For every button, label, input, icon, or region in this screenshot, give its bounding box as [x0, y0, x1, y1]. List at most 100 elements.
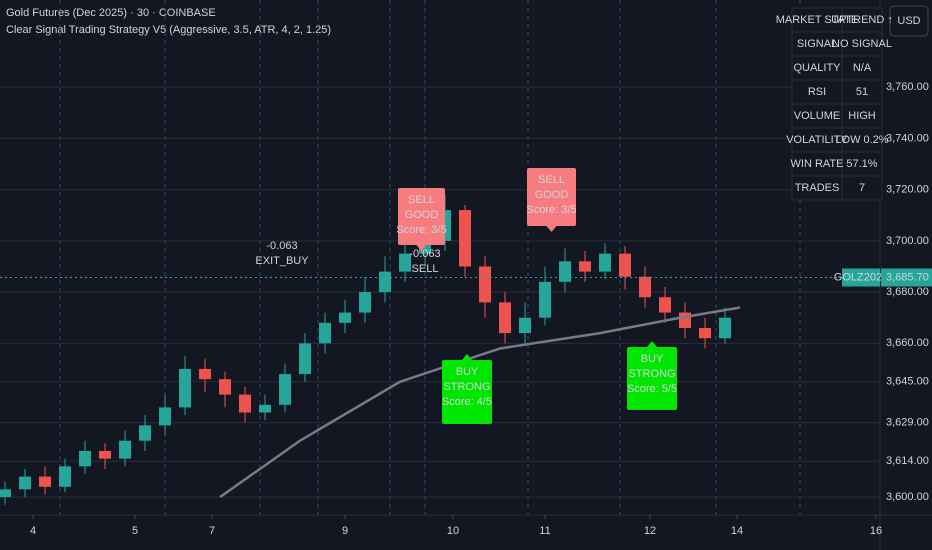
- candle-body: [699, 327, 711, 339]
- candle-body: [719, 317, 731, 339]
- signal-box: [527, 168, 576, 226]
- x-tick-label: 11: [539, 525, 550, 537]
- candle-body: [219, 379, 231, 395]
- y-tick-label: 3,700.00: [886, 235, 929, 247]
- price-tag-label: 3,685.70: [886, 271, 929, 283]
- currency-label[interactable]: USD: [897, 15, 920, 27]
- signal-box: [398, 188, 445, 245]
- signal-text: STRONG: [628, 368, 675, 380]
- candle-body: [319, 322, 331, 344]
- candle-body: [99, 450, 111, 459]
- candle-body: [459, 210, 471, 267]
- candle-body: [59, 466, 71, 487]
- signal-pointer: [647, 341, 657, 347]
- signal-text: BUY: [456, 366, 479, 378]
- trade-label: SELL: [412, 263, 439, 275]
- signal-text: Score: 3/5: [396, 224, 446, 236]
- y-tick-label: 3,614.00: [886, 455, 929, 467]
- candle-body: [339, 312, 351, 323]
- candle-body: [239, 394, 251, 413]
- table-value: NO SIGNAL: [832, 38, 892, 50]
- signal-box: [627, 347, 677, 410]
- table-key: TRADES: [795, 182, 840, 194]
- candle-body: [579, 261, 591, 272]
- signal-text: Score: 3/5: [526, 204, 576, 216]
- table-value: 51: [856, 86, 868, 98]
- candle-body: [299, 343, 311, 375]
- signal-pointer: [546, 226, 557, 232]
- currency-button[interactable]: [889, 5, 929, 37]
- table-cell: [791, 79, 843, 105]
- table-value: UPTREND ↑: [831, 14, 893, 26]
- table-key: SIGNAL: [797, 38, 837, 50]
- table-cell: [841, 31, 883, 57]
- price-tag: [881, 268, 932, 287]
- signal-text: GOOD: [405, 209, 439, 221]
- y-tick-label: 3,760.00: [886, 81, 929, 93]
- x-tick-label: 14: [731, 525, 743, 537]
- candle-body: [639, 276, 651, 298]
- table-key: RSI: [808, 86, 826, 98]
- table-value: HIGH: [848, 110, 876, 122]
- y-tick-label: 3,660.00: [886, 337, 929, 349]
- signal-text: GOOD: [535, 189, 569, 201]
- y-tick-label: 3,629.00: [886, 417, 929, 429]
- y-tick-label: 3,720.00: [886, 184, 929, 196]
- table-cell: [841, 175, 883, 201]
- x-tick-label: 7: [209, 525, 215, 537]
- y-tick-label: 3,645.00: [886, 376, 929, 388]
- signal-text: SELL: [408, 194, 435, 206]
- candle-body: [379, 271, 391, 293]
- x-tick-label: 9: [342, 525, 348, 537]
- table-key: VOLATILITY: [786, 134, 848, 146]
- trade-label: -0.063: [409, 248, 440, 260]
- trade-label: -0.063: [266, 240, 297, 252]
- x-tick-label: 12: [644, 525, 656, 537]
- signal-text: SELL: [538, 174, 565, 186]
- candle-body: [179, 368, 191, 408]
- signal-text: Score: 4/5: [442, 396, 492, 408]
- candle-body: [599, 253, 611, 272]
- table-key: WIN RATE: [791, 158, 844, 170]
- candle-body: [399, 253, 411, 272]
- candle-body: [79, 450, 91, 467]
- chart-title: Gold Futures (Dec 2025) · 30 · COINBASE: [6, 7, 216, 19]
- chart-subtitle: Clear Signal Trading Strategy V5 (Aggres…: [6, 24, 331, 36]
- candle-body: [39, 476, 51, 487]
- symbol-label: GOLZ2025: [834, 271, 888, 283]
- candle-body: [119, 440, 131, 459]
- table-value: N/A: [853, 62, 872, 74]
- signal-text: STRONG: [443, 381, 490, 393]
- candle-body: [259, 404, 271, 413]
- candle-body: [19, 476, 31, 490]
- table-cell: [791, 175, 843, 201]
- y-tick-label: 3,740.00: [886, 132, 929, 144]
- x-tick-label: 5: [132, 525, 138, 537]
- table-cell: [841, 103, 883, 129]
- candle-body: [519, 317, 531, 334]
- signal-text: Score: 5/5: [627, 383, 677, 395]
- trade-label: EXIT_BUY: [255, 255, 309, 267]
- y-tick-label: 3,680.00: [886, 286, 929, 298]
- x-tick-label: 16: [870, 525, 882, 537]
- plot-area: [0, 0, 880, 515]
- candle-body: [139, 425, 151, 441]
- table-value: 57.1%: [846, 158, 877, 170]
- table-cell: [841, 127, 883, 153]
- signal-text: BUY: [641, 353, 664, 365]
- candle-body: [159, 407, 171, 426]
- signal-box: [442, 360, 492, 424]
- x-tick-label: 10: [447, 525, 459, 537]
- candle-body: [479, 266, 491, 303]
- candle-body: [359, 292, 371, 313]
- table-key: QUALITY: [793, 62, 841, 74]
- table-key: MARKET STATE: [776, 14, 859, 26]
- signal-pointer: [416, 245, 427, 251]
- table-cell: [841, 79, 883, 105]
- candle-body: [539, 281, 551, 318]
- moving-average: [219, 306, 741, 499]
- table-value: 7: [859, 182, 865, 194]
